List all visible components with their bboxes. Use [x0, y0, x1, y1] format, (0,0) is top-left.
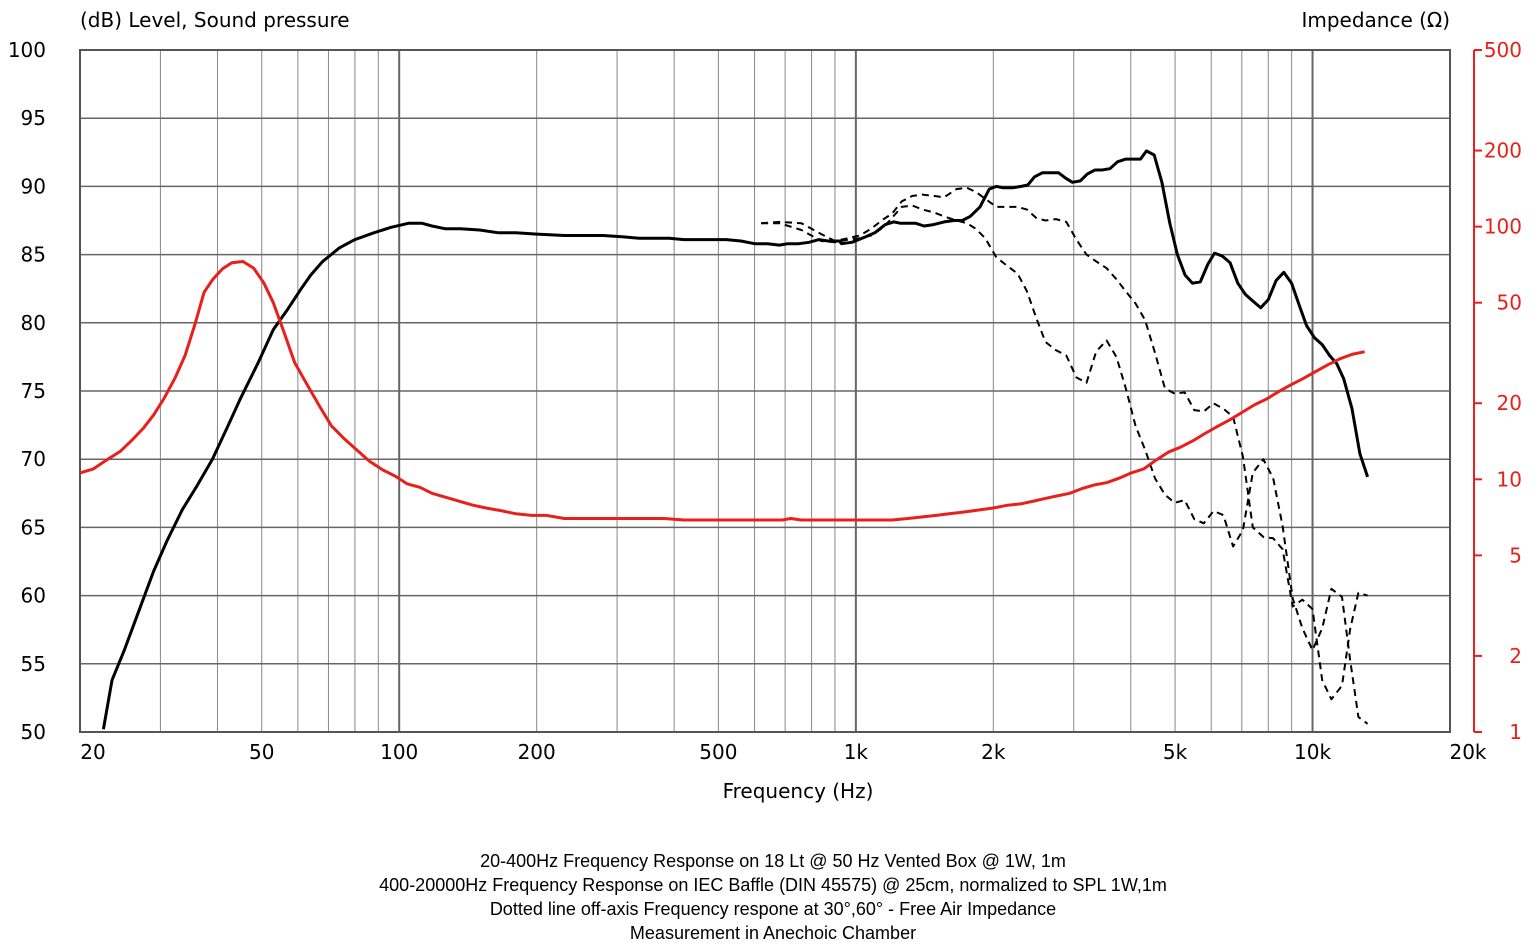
x-tick-label: 10k [1294, 740, 1331, 764]
y-right-tick-label: 1 [1509, 720, 1522, 744]
y-left-tick-label: 55 [21, 652, 46, 676]
x-tick-label: 2k [981, 740, 1006, 764]
y-right-tick-label: 2 [1509, 644, 1522, 668]
y-right-tick-label: 200 [1484, 139, 1522, 163]
impedance-line [79, 260, 1365, 522]
series-layer [79, 149, 1370, 730]
caption: 20-400Hz Frequency Response on 18 Lt @ 5… [0, 849, 1536, 945]
left-axis-label: (dB) Level, Sound pressure [80, 8, 350, 32]
y-right-tick-label: 10 [1497, 467, 1522, 491]
off-axis-spl-line-1 [761, 186, 1368, 701]
y-left-tick-label: 90 [21, 174, 46, 198]
y-right-tick-label: 100 [1484, 215, 1522, 239]
tick-labels: 50 55 60 65 70 75 80 85 90 95 100 1 2 5 10 20 50 100 200 50… [8, 38, 1522, 764]
caption-line-3: Dotted line off-axis Frequency respone a… [489, 899, 1057, 919]
y-left-tick-label: 95 [21, 106, 46, 130]
y-left-tick-label: 50 [21, 720, 46, 744]
right-axis [1473, 49, 1482, 733]
y-left-tick-label: 70 [21, 447, 46, 471]
y-right-tick-label: 500 [1484, 38, 1522, 62]
on-axis-spl-line [101, 149, 1370, 730]
y-left-tick-label: 85 [21, 243, 46, 267]
caption-line-1: 20-400Hz Frequency Response on 18 Lt @ 5… [480, 851, 1066, 871]
y-left-tick-label: 80 [21, 311, 46, 335]
y-right-tick-label: 20 [1497, 391, 1522, 415]
y-left-tick-label: 65 [21, 515, 46, 539]
x-tick-label: 200 [518, 740, 556, 764]
x-tick-label: 100 [380, 740, 418, 764]
right-axis-label: Impedance (Ω) [1301, 8, 1450, 32]
x-tick-label: 20k [1449, 740, 1486, 764]
caption-line-2: 400-20000Hz Frequency Response on IEC Ba… [379, 875, 1167, 895]
y-right-tick-label: 5 [1509, 543, 1522, 567]
frequency-response-chart: 50 55 60 65 70 75 80 85 90 95 100 1 2 5 10 20 50 100 200 50… [8, 8, 1522, 803]
x-tick-label: 5k [1163, 740, 1188, 764]
x-tick-label: 20 [80, 740, 105, 764]
plot-frame [79, 49, 1451, 733]
chart-grid [80, 50, 1450, 732]
x-tick-label: 1k [844, 740, 869, 764]
x-axis-label: Frequency (Hz) [723, 779, 874, 803]
y-left-tick-label: 100 [8, 38, 46, 62]
y-right-tick-label: 50 [1497, 291, 1522, 315]
caption-line-4: Measurement in Anechoic Chamber [629, 923, 917, 943]
y-left-tick-label: 60 [21, 584, 46, 608]
y-left-tick-label: 75 [21, 379, 46, 403]
x-tick-label: 500 [699, 740, 737, 764]
off-axis-spl-line-2 [761, 204, 1369, 725]
x-tick-label: 50 [249, 740, 274, 764]
